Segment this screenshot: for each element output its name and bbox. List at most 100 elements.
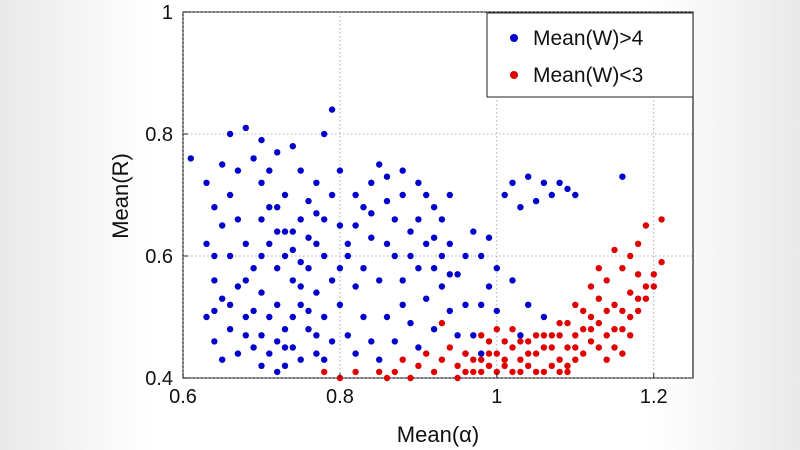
x-tick-label: 1 <box>491 386 502 408</box>
red-data-point <box>619 307 626 315</box>
blue-data-point <box>525 301 532 308</box>
blue-data-point <box>352 283 359 290</box>
red-data-point <box>642 222 650 229</box>
blue-data-point <box>258 252 265 260</box>
blue-data-point <box>289 143 296 150</box>
blue-data-point <box>336 265 344 272</box>
red-data-point <box>540 368 548 376</box>
red-data-point <box>446 344 453 351</box>
legend-label-red: Mean(W)<3 <box>533 64 643 87</box>
red-data-point <box>627 332 634 339</box>
red-data-point <box>634 240 642 247</box>
blue-data-point <box>219 356 226 363</box>
blue-data-point <box>470 332 477 339</box>
red-data-point <box>587 338 595 345</box>
red-data-point <box>470 368 477 376</box>
blue-data-point <box>266 167 273 174</box>
red-data-point <box>611 344 618 351</box>
blue-data-point <box>352 191 359 199</box>
red-data-point <box>517 356 524 363</box>
blue-data-point <box>234 283 242 290</box>
red-data-point <box>517 338 524 345</box>
data-points <box>187 106 665 382</box>
red-data-point <box>580 307 587 315</box>
x-tick-label: 0.8 <box>326 386 354 408</box>
blue-data-point <box>328 191 336 199</box>
red-data-point <box>423 350 430 357</box>
red-data-point <box>587 326 595 333</box>
red-data-point <box>462 350 469 357</box>
blue-data-point <box>399 301 406 308</box>
blue-data-point <box>344 332 351 339</box>
blue-data-point <box>423 240 430 247</box>
blue-data-point <box>211 307 218 315</box>
blue-data-point <box>336 301 344 308</box>
red-data-point <box>658 258 665 266</box>
blue-data-point <box>399 167 406 174</box>
blue-data-point <box>376 277 383 284</box>
blue-data-point <box>532 197 540 205</box>
blue-data-point <box>517 332 524 339</box>
red-data-point <box>650 283 657 290</box>
blue-data-point <box>313 240 320 247</box>
blue-data-point <box>493 265 500 272</box>
red-data-point <box>532 332 540 339</box>
blue-data-point <box>391 252 398 260</box>
blue-data-point <box>493 307 500 315</box>
blue-data-point <box>485 283 493 290</box>
red-data-point <box>540 344 548 351</box>
red-data-point <box>603 356 610 363</box>
red-data-point <box>321 368 328 376</box>
blue-data-point <box>250 344 257 351</box>
blue-data-point <box>274 368 281 376</box>
blue-data-point <box>226 130 234 138</box>
blue-data-point <box>281 362 289 369</box>
red-data-point <box>564 368 571 376</box>
red-data-point <box>595 295 602 302</box>
blue-data-point <box>219 295 226 302</box>
blue-data-point <box>336 222 344 229</box>
blue-data-point <box>407 252 414 260</box>
blue-data-point <box>360 313 367 321</box>
blue-data-point <box>226 301 234 308</box>
red-data-point <box>627 313 634 321</box>
blue-data-point <box>415 179 422 186</box>
blue-data-point <box>242 332 249 339</box>
blue-data-point <box>383 197 391 205</box>
blue-data-point <box>281 191 289 199</box>
blue-data-point <box>376 356 383 363</box>
red-data-point <box>580 350 587 357</box>
red-data-point <box>438 319 446 327</box>
blue-data-point <box>289 277 296 284</box>
blue-data-point <box>274 149 281 156</box>
red-data-point <box>642 295 650 302</box>
blue-data-point <box>274 301 281 308</box>
red-data-point <box>501 362 508 369</box>
red-data-point <box>470 356 477 363</box>
blue-data-point <box>297 356 304 363</box>
blue-data-point <box>454 332 461 339</box>
blue-data-point <box>548 191 555 199</box>
blue-data-point <box>438 252 446 260</box>
blue-data-point <box>305 265 312 272</box>
blue-data-point <box>250 155 257 162</box>
background-left <box>0 0 150 450</box>
blue-data-point <box>383 240 391 247</box>
blue-data-point <box>478 301 485 308</box>
red-data-point <box>493 368 500 376</box>
red-data-point <box>517 368 524 376</box>
red-data-point <box>556 356 563 363</box>
blue-data-point <box>525 173 532 180</box>
red-data-point <box>634 271 642 278</box>
blue-data-point <box>274 338 281 345</box>
red-data-point <box>548 344 555 351</box>
red-data-point <box>383 374 391 382</box>
red-data-point <box>525 338 532 345</box>
blue-data-point <box>368 338 375 345</box>
red-data-point <box>556 319 563 327</box>
legend-label-blue: Mean(W)>4 <box>533 27 644 50</box>
blue-data-point <box>415 344 422 351</box>
y-tick-label: 0.6 <box>145 246 173 268</box>
blue-data-point <box>242 240 249 247</box>
legend-marker-red <box>510 71 518 79</box>
